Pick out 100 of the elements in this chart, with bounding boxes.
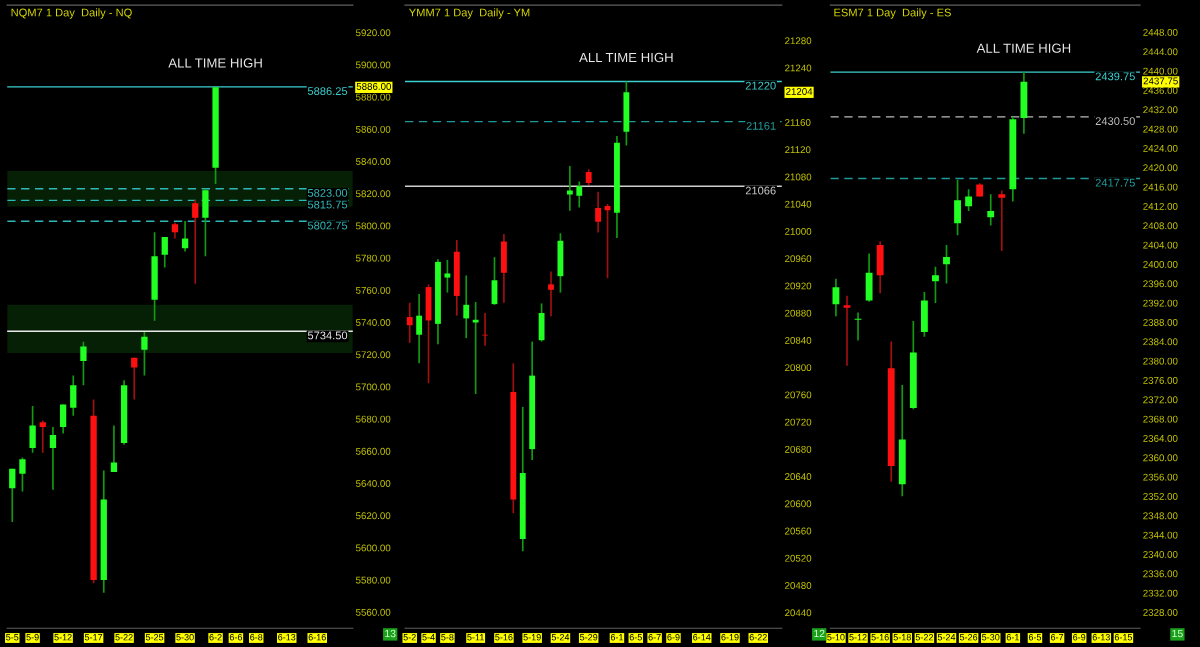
text: 15	[1172, 629, 1183, 638]
y-tick-label: 21240	[785, 64, 812, 72]
candlestick	[463, 274, 470, 339]
y-tick-label: 20520	[785, 554, 812, 562]
y-tick-label: 2372.00	[1143, 396, 1178, 404]
x-tick-label: 6-5	[1028, 634, 1042, 641]
candlestick	[29, 405, 36, 454]
x-tick-label: 5-5	[6, 634, 19, 641]
y-tick-label: 5740.00	[355, 319, 391, 326]
candlestick	[141, 331, 148, 377]
y-tick-label: 2428.00	[1143, 125, 1178, 133]
x-tick-label: 5-19	[523, 634, 541, 641]
text: 13	[385, 629, 396, 638]
candlestick	[161, 236, 168, 269]
x-tick-label: 6-5	[629, 634, 642, 641]
ref-line-label: 2439.75	[1095, 72, 1135, 81]
x-tick-label: 6-15	[1114, 634, 1133, 641]
y-tick-label: 20920	[785, 282, 812, 290]
y-tick-label: 5620.00	[355, 512, 391, 520]
y-tick-label: 21120	[785, 146, 811, 154]
y-tick-label: 5900.00	[355, 61, 391, 69]
candlestick	[987, 193, 995, 227]
y-tick-label: 2440.00	[1143, 67, 1178, 75]
y-tick-label: 5600.00	[355, 544, 391, 552]
y-tick-label: 2388.00	[1143, 319, 1178, 326]
x-tick-label: 5-30	[982, 634, 1000, 641]
y-tick-label: 2424.00	[1143, 144, 1178, 152]
ref-line-label: 21066	[745, 186, 776, 195]
y-tick-label: 5840.00	[355, 158, 391, 165]
y-tick-label: 5820.00	[355, 190, 391, 198]
y-tick-label: 5640.00	[355, 480, 391, 487]
x-tick-label: 6-14	[693, 634, 711, 641]
y-tick-label: 2416.00	[1143, 183, 1178, 191]
chart-title: ESM7 1 Day Daily - ES	[834, 8, 951, 19]
ref-line-label: 5815.75	[307, 200, 348, 209]
y-tick-label: 5580.00	[355, 576, 391, 584]
candlestick	[192, 199, 199, 285]
y-tick-label: 20720	[785, 418, 812, 426]
y-tick-label: 21160	[785, 119, 811, 126]
candlestick	[998, 189, 1006, 252]
ref-line-label: 2430.50	[1095, 117, 1135, 125]
y-tick-label: 21280	[785, 37, 812, 45]
annotation: ALL TIME HIGH	[168, 58, 262, 68]
ref-line-label: 5823.00	[307, 189, 348, 197]
ref-line-label: 21161	[746, 121, 776, 130]
y-tick-label: 2328.00	[1143, 609, 1178, 616]
x-tick-label: 5-22	[115, 634, 133, 641]
ref-line-label: 2417.75	[1095, 178, 1135, 187]
y-tick-label: 5680.00	[355, 415, 391, 423]
y-tick-label: 2376.00	[1143, 377, 1178, 384]
chart-title: NQM7 1 Day Daily - NQ	[11, 8, 132, 19]
y-tick-label: 2400.00	[1143, 261, 1178, 268]
x-tick-label: 5-16	[871, 634, 889, 641]
y-tick-label: 2332.00	[1143, 589, 1178, 597]
annotation: 21204	[786, 88, 813, 95]
x-tick-label: 6-8	[250, 634, 263, 641]
y-tick-label: 20440	[785, 609, 812, 617]
y-tick-label: 20600	[785, 500, 812, 508]
x-tick-label: 6-13	[278, 634, 296, 641]
y-tick-label: 2340.00	[1143, 551, 1178, 558]
candlestick	[576, 180, 583, 209]
text: 12	[814, 629, 825, 638]
x-tick-label: 5-8	[441, 634, 454, 641]
ref-line-label: 5802.75	[307, 221, 348, 230]
y-tick-label: 5800.00	[355, 222, 391, 230]
y-tick-label: 5920.00	[355, 29, 391, 37]
y-tick-label: 20840	[785, 336, 812, 344]
ref-line-label: 5886.25	[307, 87, 348, 96]
x-tick-label: 6-22	[749, 634, 767, 641]
y-tick-label: 5720.00	[355, 351, 391, 359]
x-tick-label: 6-9	[667, 634, 680, 641]
annotation: ALL TIME HIGH	[976, 43, 1071, 53]
x-tick-label: 6-2	[209, 634, 222, 641]
candlestick	[843, 294, 851, 367]
ref-line-label: 21220	[745, 81, 776, 90]
annotation: 2437.75	[1143, 77, 1178, 85]
y-tick-label: 2364.00	[1143, 435, 1178, 442]
y-tick-label: 2412.00	[1143, 202, 1178, 210]
y-tick-label: 5780.00	[355, 254, 391, 262]
candlestick	[444, 259, 451, 294]
y-tick-label: 2432.00	[1143, 106, 1178, 114]
y-tick-label: 20680	[785, 445, 812, 453]
y-tick-label: 20640	[785, 473, 812, 481]
x-tick-label: 6-7	[1051, 634, 1064, 641]
x-tick-label: 5-25	[145, 634, 164, 641]
x-tick-label: 5-12	[849, 634, 867, 641]
annotation: ALL TIME HIGH	[579, 52, 673, 63]
candlestick	[595, 190, 602, 234]
candlestick	[566, 165, 573, 212]
y-tick-label: 20760	[785, 391, 812, 399]
y-tick-label: 2348.00	[1143, 512, 1178, 520]
y-tick-label: 2408.00	[1143, 222, 1178, 230]
x-tick-label: 6-6	[229, 634, 243, 641]
y-tick-label: 20880	[785, 309, 812, 317]
x-tick-label: 5-2	[403, 634, 416, 641]
x-tick-label: 5-29	[580, 634, 598, 641]
y-tick-label: 2444.00	[1143, 48, 1178, 56]
x-tick-label: 5-10	[827, 634, 845, 641]
y-tick-label: 5560.00	[355, 608, 391, 616]
x-tick-label: 5-12	[54, 634, 72, 641]
